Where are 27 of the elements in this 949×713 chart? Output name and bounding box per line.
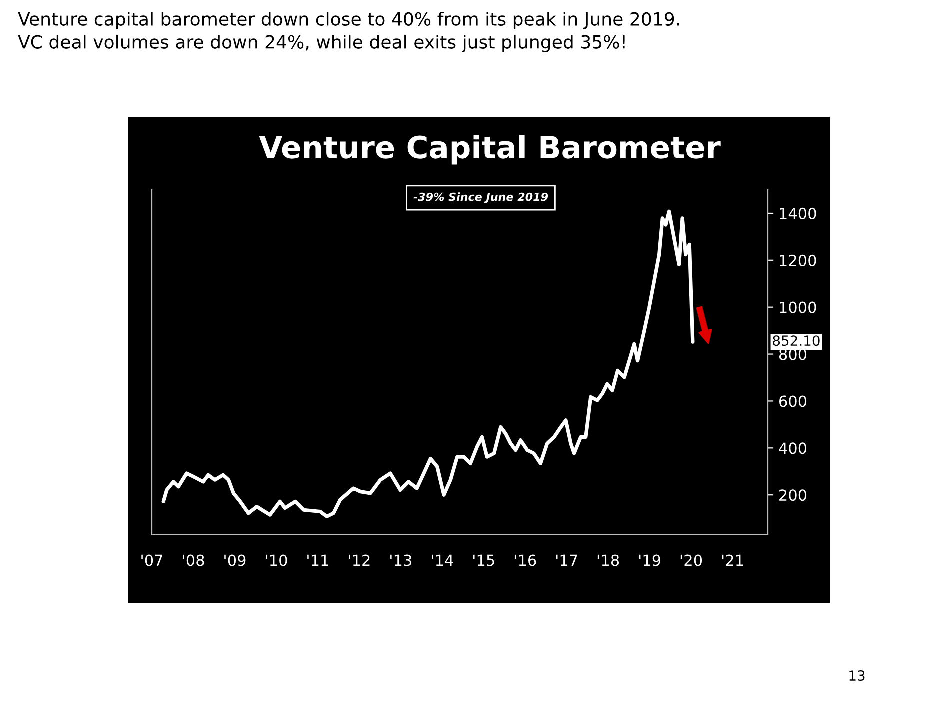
x-tick-label: '19 — [639, 554, 661, 566]
x-tick-label: '09 — [224, 554, 246, 566]
y-tick-label: 400 — [779, 442, 807, 454]
x-tick-label: '18 — [598, 554, 620, 566]
text: Venture capital barometer down close to 40% from its peak in June 2019. VC deal volumes are down 24%, while deal exits just plunged 35%! — [18, 12, 680, 52]
x-tick-label: '20 — [680, 554, 702, 566]
y-tick-label: 1200 — [780, 254, 816, 266]
text: 852.10 — [773, 336, 820, 346]
x-tick-label: '08 — [183, 554, 204, 566]
x-tick-label: '14 — [432, 554, 454, 566]
y-tick-label: 200 — [780, 490, 807, 502]
x-tick-label: '12 — [349, 554, 370, 566]
line-series — [162, 210, 695, 518]
x-tick-label: '11 — [308, 554, 328, 566]
x-tick-label: '17 — [556, 554, 578, 566]
x-tick-label: '07 — [142, 554, 163, 566]
y-tick-label: 1400 — [780, 208, 816, 220]
x-tick-label: '15 — [474, 554, 494, 566]
x-tick-label: '21 — [722, 554, 744, 566]
y-tick-label: 1000 — [780, 302, 816, 314]
x-tick-label: '13 — [390, 554, 412, 566]
chart-title: Venture Capital Barometer — [259, 135, 721, 165]
text: 13 — [850, 670, 865, 682]
x-tick-label: '10 — [266, 554, 288, 566]
annotation: -39% Since June 2019 — [414, 192, 548, 204]
x-tick-label: '16 — [514, 554, 536, 566]
y-tick-label: 600 — [779, 396, 807, 408]
